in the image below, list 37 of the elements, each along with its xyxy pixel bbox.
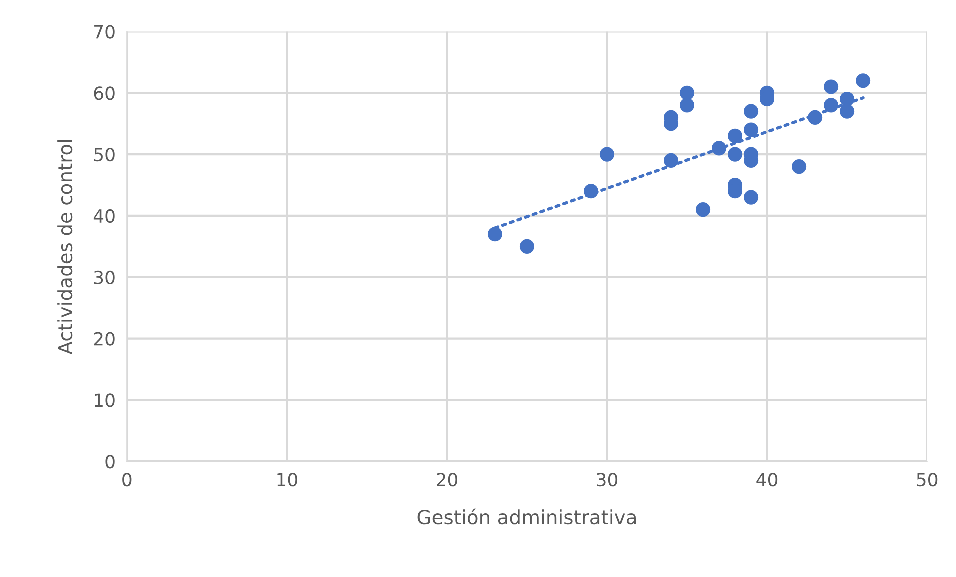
point (696, 202, 711, 218)
point (584, 184, 599, 199)
y-tick-label: 30 (94, 270, 115, 284)
y-tick-label: 50 (94, 148, 115, 162)
y-tick-label: 0 (106, 455, 115, 469)
point (488, 227, 503, 242)
point (824, 80, 839, 94)
x-tick-label: 40 (756, 473, 778, 487)
y-axis-title: Actividades de control (58, 140, 73, 355)
point (680, 98, 695, 113)
point (792, 160, 807, 174)
point (856, 74, 871, 88)
point (808, 110, 823, 125)
point (824, 98, 839, 113)
point (840, 92, 855, 107)
x-tick-label: 50 (917, 473, 938, 487)
point (664, 153, 679, 168)
x-tick-label: 10 (278, 473, 298, 487)
point (600, 147, 615, 162)
point (520, 239, 535, 254)
y-tick-label: 40 (94, 209, 115, 224)
point (840, 104, 855, 119)
y-tick-label: 10 (95, 394, 115, 408)
x-tick-label: 30 (597, 473, 618, 487)
x-tick-label: 20 (437, 473, 458, 487)
point (728, 128, 743, 144)
point (728, 147, 743, 162)
point (744, 122, 759, 138)
y-tick-label: 60 (94, 86, 115, 100)
point (680, 86, 695, 100)
x-tick-label: 0 (122, 473, 132, 487)
point (744, 104, 759, 119)
point (712, 141, 727, 156)
y-tick-label: 70 (94, 25, 115, 39)
point (744, 190, 759, 205)
x-axis-title: Gestión administrativa (418, 508, 636, 525)
y-tick-label: 20 (94, 332, 115, 346)
